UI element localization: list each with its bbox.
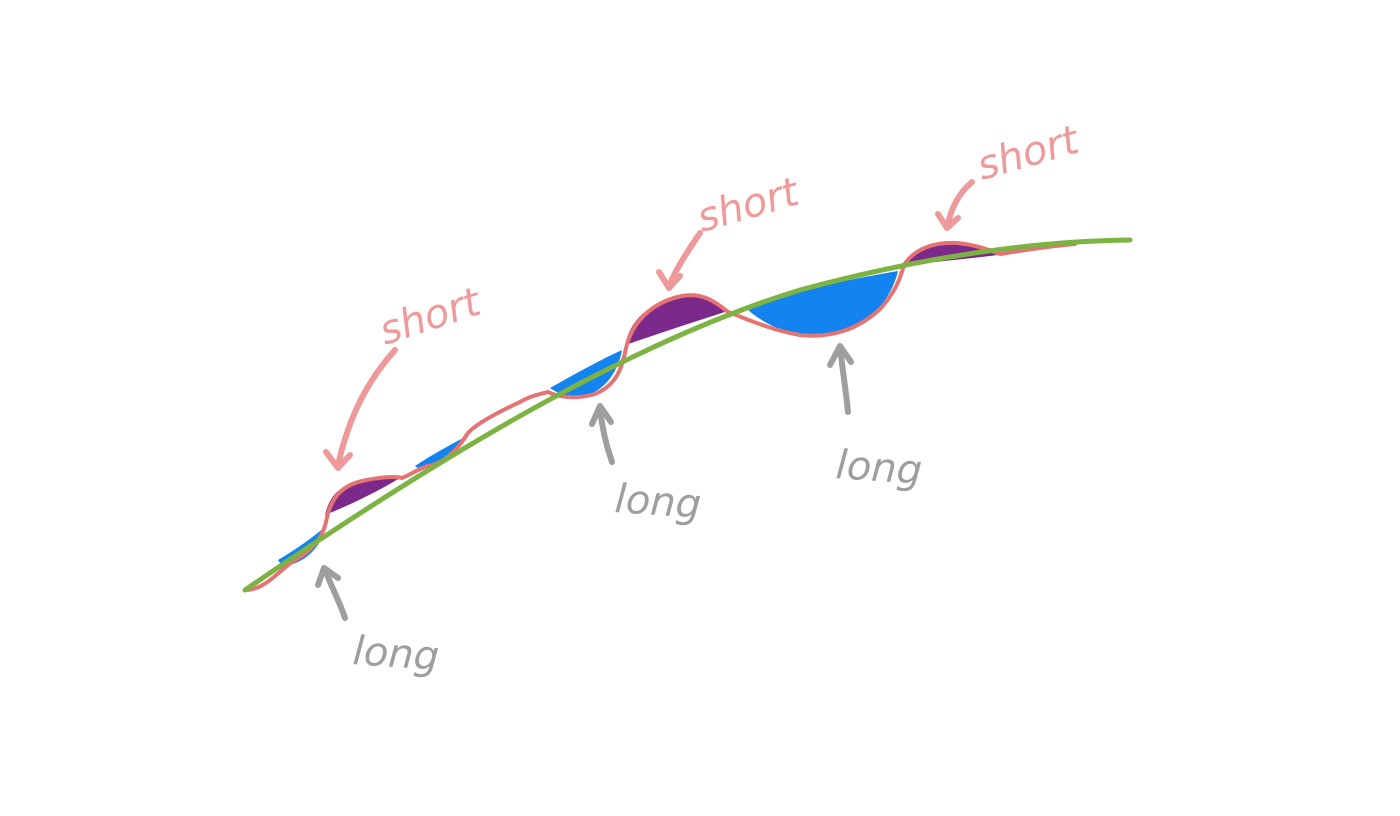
short-arrow [656,230,703,291]
trend-line [242,237,1133,593]
long-regions [278,271,898,566]
long-label: long [834,442,923,494]
long-region [550,350,622,397]
short-label: short [692,169,805,242]
short-label: short [972,117,1085,190]
short-region [325,477,400,515]
short-arrow [323,347,398,471]
long-region [745,271,898,336]
long-arrow [315,565,348,621]
short-region [625,294,725,345]
long-region [278,527,325,566]
long-label: long [351,628,440,680]
long-arrow [827,343,854,415]
long-region [415,437,465,469]
short-label: short [374,279,487,355]
long-label: long [613,476,702,528]
price-line [246,240,1077,592]
short-arrow [935,179,975,231]
long-arrow [589,403,615,465]
